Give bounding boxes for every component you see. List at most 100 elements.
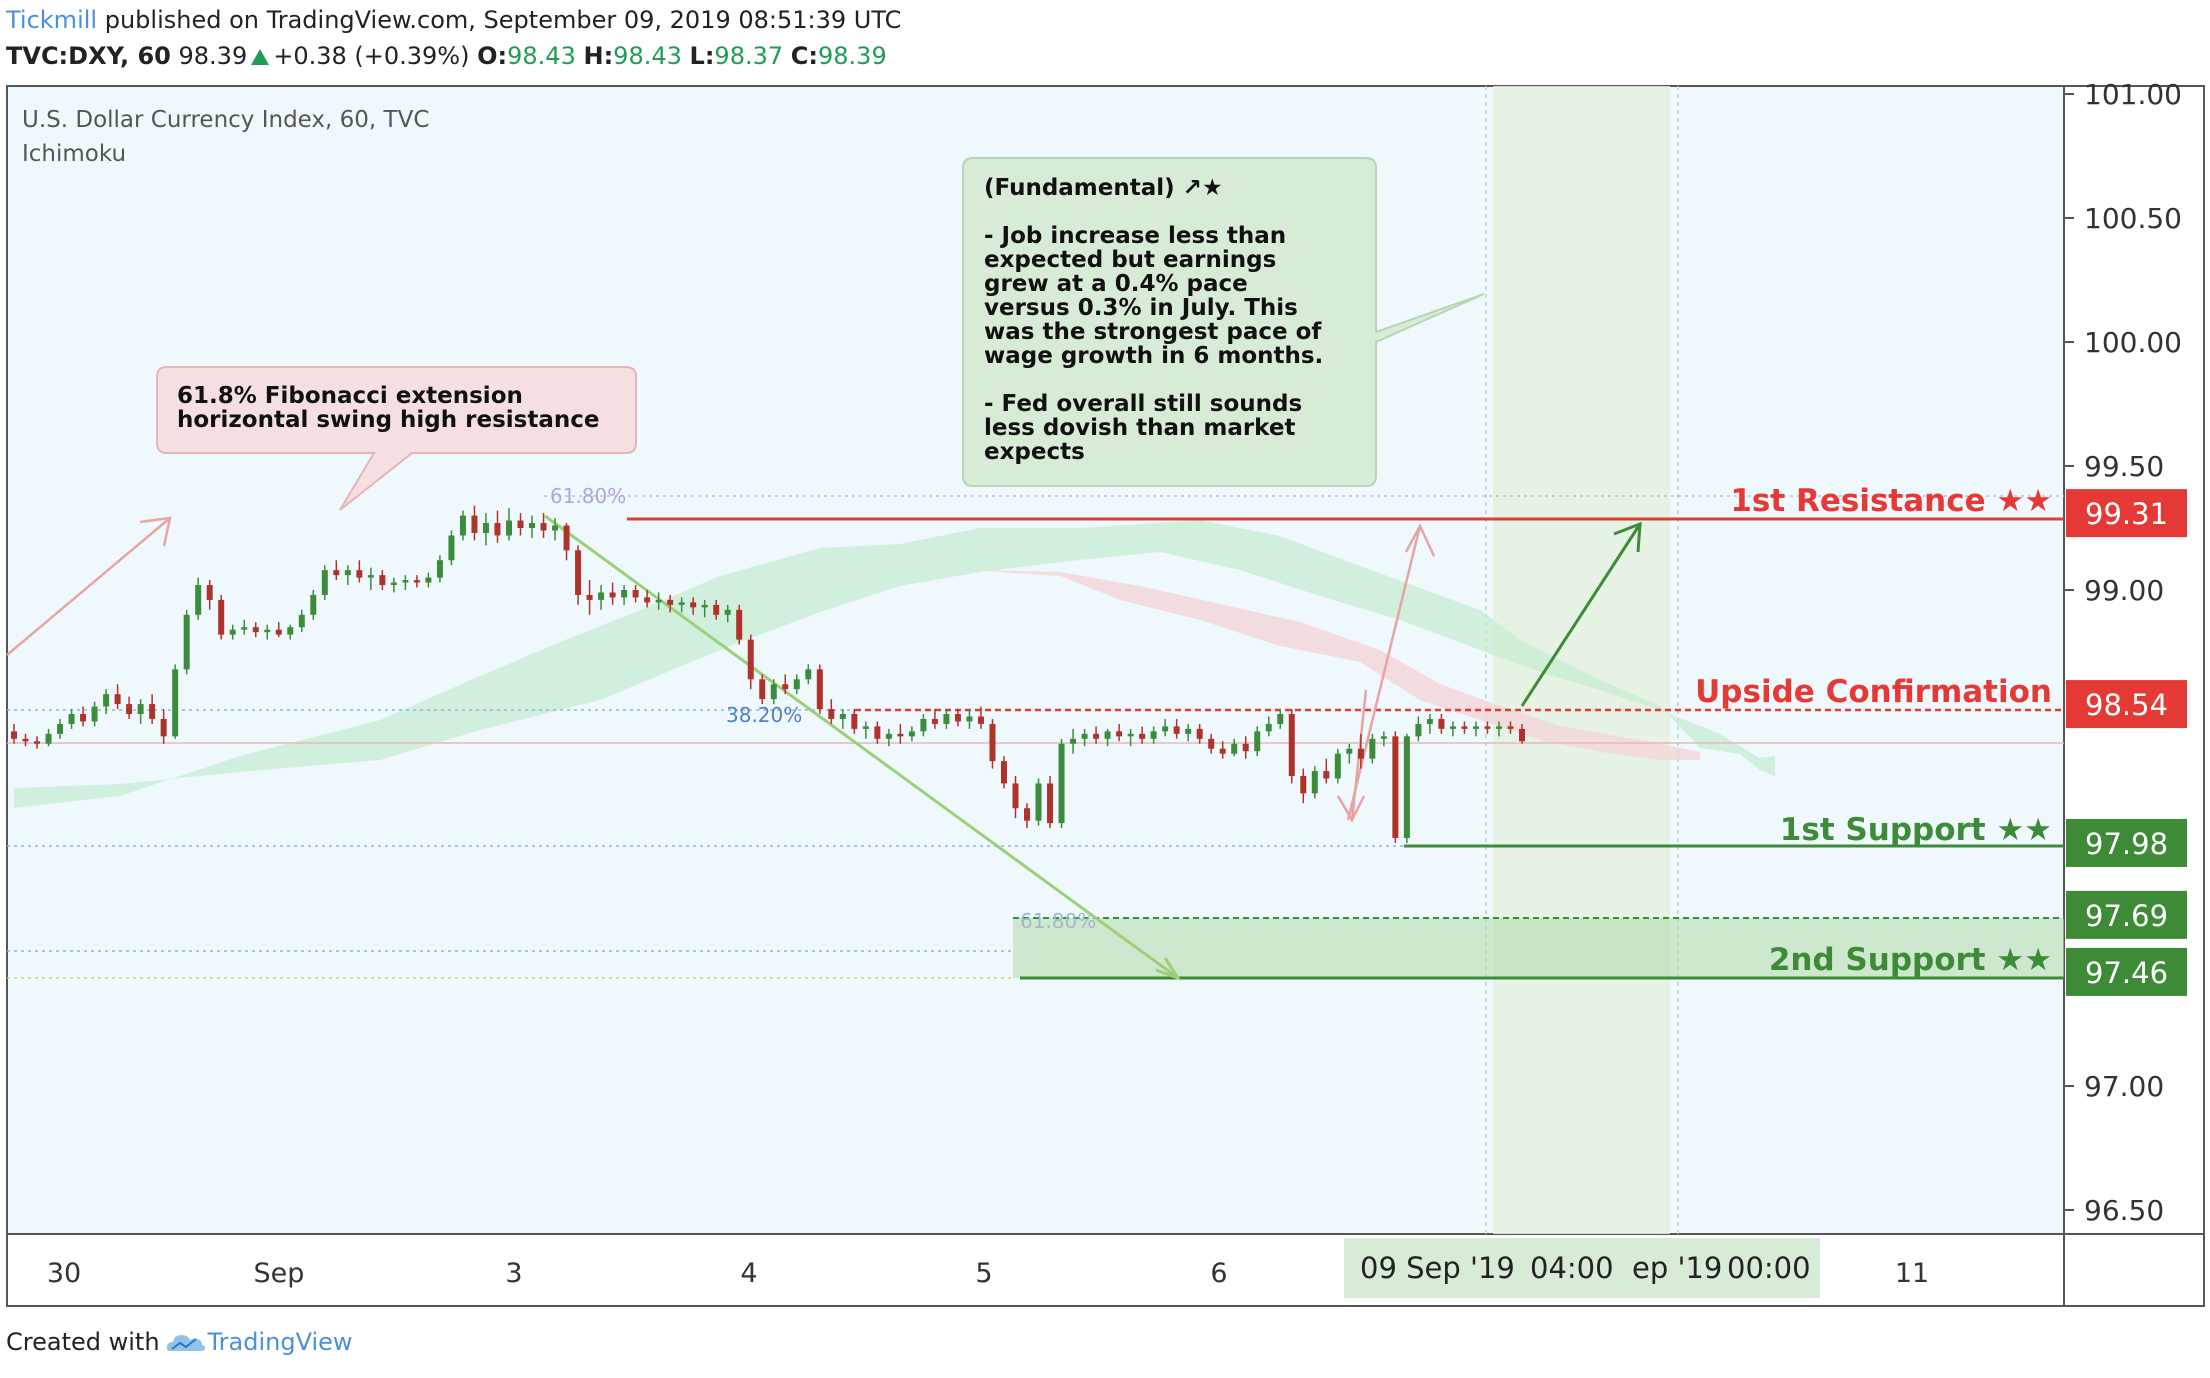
x-tick-11: 11: [1895, 1258, 1929, 1289]
candle-body: [1150, 731, 1157, 739]
candle-body: [632, 590, 639, 598]
candle-body: [690, 602, 697, 608]
candle-body: [436, 560, 443, 578]
y-tick-label: 100.00: [2084, 326, 2182, 359]
candle-body: [1415, 723, 1422, 737]
candle-body: [459, 515, 466, 536]
first-resistance-label: 1st Resistance ★★: [1730, 483, 2052, 519]
candle-body: [494, 523, 501, 536]
fib-label-382: 38.20%: [726, 703, 802, 727]
candle-body: [736, 609, 743, 640]
candle-body: [379, 575, 386, 586]
candle-body: [989, 723, 996, 762]
candle-body: [1369, 738, 1376, 759]
candle-body: [149, 704, 156, 719]
x-axis-ticks: 30 Sep 3 4 5 6 11: [47, 1258, 1929, 1289]
candle-body: [1449, 726, 1456, 729]
candle-body: [425, 577, 432, 583]
publish-info: Tickmill published on TradingView.com, S…: [6, 6, 901, 34]
fib-callout-line-1: 61.8% Fibonacci extension: [177, 383, 523, 409]
candle-body: [1070, 738, 1077, 744]
candle-body: [1461, 726, 1468, 729]
price-tag-label: 97.46: [2085, 956, 2168, 990]
candle-body: [644, 597, 651, 603]
candle-body: [874, 726, 881, 739]
fundamental-callout: (Fundamental) ↗★ - Job increase less than…: [962, 157, 1485, 487]
x-tick-sep: Sep: [254, 1258, 305, 1289]
candle-body: [1265, 723, 1272, 732]
fundamental-line: expects: [984, 439, 1085, 465]
high-value: 98.43: [613, 42, 682, 70]
candle-body: [22, 738, 29, 742]
candle-body: [1380, 736, 1387, 739]
candle-body: [1323, 771, 1330, 779]
candle-body: [667, 599, 674, 605]
candle-body: [943, 714, 950, 724]
candle-body: [206, 585, 213, 600]
candle-body: [229, 629, 236, 635]
x-tick-4: 4: [740, 1258, 757, 1289]
candle-body: [321, 570, 328, 595]
x-tick-30: 30: [47, 1258, 81, 1289]
green-up-arrowhead: [1613, 521, 1642, 553]
ichimoku-cloud-green: [14, 520, 1775, 808]
fundamental-text: (Fundamental) ↗★ - Job increase less than…: [984, 175, 1323, 465]
price-tag-label: 97.69: [2085, 899, 2168, 933]
fib-callout-bubble: [156, 366, 637, 511]
candle-body: [793, 679, 800, 690]
y-tick-label: 99.50: [2084, 450, 2164, 483]
candle-body: [160, 718, 167, 737]
candle-body: [805, 669, 812, 680]
fib-callout: 61.8% Fibonacci extension horizontal swi…: [156, 366, 637, 511]
candle-body: [413, 580, 420, 583]
y-tick-label: 101.00: [2084, 78, 2182, 111]
candle-body: [885, 733, 892, 739]
tradingview-link[interactable]: TradingView: [207, 1328, 353, 1356]
x-tick-3: 3: [505, 1258, 522, 1289]
published-text: published on TradingView.com, September …: [104, 6, 902, 34]
low-label: L:: [689, 42, 715, 70]
candle-body: [1484, 726, 1491, 729]
candle-body: [931, 718, 938, 724]
candle-body: [1254, 731, 1261, 752]
candle-body: [1472, 726, 1479, 729]
last-price: 98.39: [178, 42, 248, 70]
candle-body: [1024, 808, 1031, 821]
price-tag: [2066, 818, 2187, 867]
candle-body: [1127, 733, 1134, 737]
candle-body: [471, 515, 478, 533]
footer: Created with TradingView: [6, 1328, 353, 1356]
candle-body: [609, 592, 616, 598]
candle-body: [1139, 733, 1146, 739]
cursor-time-label: 04:00: [1530, 1251, 1614, 1285]
candle-body: [954, 714, 961, 722]
x-tick-6: 6: [1210, 1258, 1227, 1289]
candle-body: [1058, 743, 1065, 824]
candle-body: [1196, 728, 1203, 739]
candle-body: [448, 535, 455, 561]
candle-body: [1219, 748, 1226, 754]
candle-body: [218, 599, 225, 635]
candle-body: [367, 575, 374, 578]
candle-body: [68, 714, 75, 724]
candle-body: [1346, 748, 1353, 754]
candle-body: [1116, 731, 1123, 737]
candle-body: [1288, 714, 1295, 776]
cursor-time-label-2: 00:00: [1727, 1251, 1811, 1285]
candle-body: [1035, 783, 1042, 821]
y-tick-label: 96.50: [2084, 1194, 2164, 1227]
open-label: O:: [477, 42, 508, 70]
time-cursor-highlight: [1344, 1238, 1820, 1298]
publisher-link[interactable]: Tickmill: [6, 6, 98, 34]
legend-indicator: Ichimoku: [22, 141, 126, 167]
y-tick-label: 97.00: [2084, 1070, 2164, 1103]
candle-body: [759, 679, 766, 700]
candle-body: [517, 520, 524, 528]
price-axis[interactable]: [2063, 85, 2205, 1235]
candle-body: [1162, 726, 1169, 732]
candle-body: [252, 627, 259, 633]
candle-body: [1426, 718, 1433, 724]
price-tag: [2066, 947, 2187, 996]
candle-body: [552, 525, 559, 531]
